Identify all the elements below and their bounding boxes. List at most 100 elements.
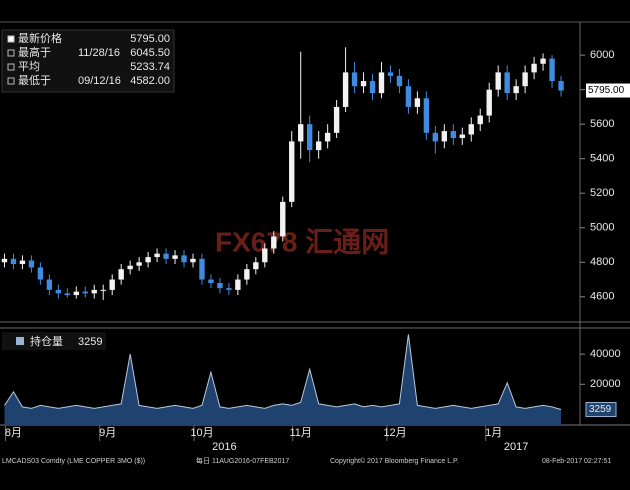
- legend-box: [1, 29, 175, 93]
- candle-body: [289, 141, 295, 202]
- legend-box: [2, 332, 106, 350]
- footer-text: LMCADS03 Comdty (LME COPPER 3MO ($)): [2, 458, 145, 465]
- candle-body: [459, 134, 465, 138]
- candle-body: [558, 81, 564, 91]
- candle-body: [181, 255, 187, 263]
- candle-body: [118, 269, 124, 280]
- candle-body: [396, 75, 403, 87]
- candle-body: [450, 131, 456, 138]
- y-tick-label: 20000: [590, 378, 621, 390]
- candle-body: [531, 63, 537, 73]
- footer-text: 08-Feb-2017 02:27:51: [542, 458, 611, 465]
- candle-body: [549, 58, 555, 82]
- x-tick-label: 1月: [485, 427, 502, 439]
- watermark: FX678 汇通网: [215, 226, 389, 257]
- legend-name: 持仓量: [30, 334, 63, 348]
- candle-body: [486, 89, 492, 116]
- candle-body: [423, 98, 430, 133]
- candle-body: [540, 58, 546, 64]
- candle-body: [306, 124, 313, 151]
- legend-swatch: [7, 49, 15, 57]
- legend-name: 最低于: [18, 74, 51, 87]
- candle-body: [432, 132, 439, 142]
- candle-body: [468, 124, 474, 135]
- candle-body: [333, 106, 340, 133]
- candle-body: [235, 279, 241, 290]
- legend-value: 4582.00: [130, 75, 170, 87]
- candle-body: [280, 201, 286, 237]
- candle-body: [163, 253, 169, 259]
- candle-body: [342, 72, 349, 107]
- candle-body: [145, 257, 151, 263]
- year-label: 2016: [212, 441, 236, 453]
- candle-body: [441, 131, 448, 142]
- legend-name: 平均: [18, 60, 40, 73]
- legend-value: 6045.50: [130, 47, 170, 59]
- year-label: 2017: [504, 441, 528, 453]
- y-tick-label: 4600: [590, 291, 614, 303]
- candle-body: [64, 293, 71, 296]
- legend-date: 09/12/16: [78, 75, 121, 87]
- candle-body: [477, 115, 483, 125]
- candle-body: [513, 86, 519, 94]
- candle-body: [271, 236, 277, 249]
- candle-body: [127, 265, 133, 270]
- candle-body: [154, 253, 160, 258]
- candle-body: [226, 288, 232, 290]
- x-tick-label: 12月: [383, 427, 406, 439]
- area-line: [4, 334, 562, 410]
- plot: 8月 9月 10月 11月 12月 1月 2016 2017 4600 4800 5000 5200 5…: [1, 47, 630, 453]
- candle-body: [244, 269, 250, 280]
- last-price-label: 5795.00: [588, 85, 625, 96]
- candle-body: [190, 258, 196, 263]
- y-tick-label: 4800: [590, 256, 614, 268]
- candle-body: [37, 267, 44, 280]
- candle-body: [315, 141, 322, 151]
- y-tick-label: 5000: [590, 222, 614, 234]
- y-tick-label: 40000: [590, 348, 621, 360]
- legend-date: 11/28/16: [78, 47, 120, 59]
- legend-value: 3259: [78, 336, 102, 348]
- candle-body: [208, 279, 214, 283]
- candle-body: [253, 262, 259, 270]
- candle-body: [55, 289, 62, 294]
- candle-body: [91, 289, 97, 294]
- candle-body: [495, 72, 501, 90]
- candle-body: [100, 289, 106, 291]
- candle-body: [46, 279, 53, 290]
- candle-body: [262, 248, 268, 263]
- candle-body: [298, 124, 304, 142]
- candle-body: [28, 260, 35, 268]
- candle-body: [522, 72, 528, 87]
- last-value-label: 3259: [589, 404, 612, 415]
- candle-body: [73, 291, 79, 296]
- area: [4, 334, 561, 425]
- candle-body: [172, 255, 178, 259]
- legend-name: 最新价格: [18, 31, 62, 45]
- candle-body: [504, 72, 510, 94]
- y-tick-label: 5200: [590, 187, 614, 199]
- last-price-box: [586, 83, 630, 98]
- legend-value: 5233.74: [130, 61, 170, 73]
- candle-body: [109, 279, 115, 290]
- candle-body: [82, 291, 88, 294]
- candle-body: [199, 258, 205, 280]
- x-tick-label: 11月: [289, 427, 311, 439]
- candle-body: [19, 260, 26, 265]
- candle-body: [217, 282, 223, 289]
- legend-swatch: [7, 77, 15, 85]
- candle-body: [369, 81, 376, 94]
- legend-value: 5795.00: [130, 33, 170, 45]
- y-tick-label: 5400: [590, 153, 614, 165]
- legend-swatch: [16, 337, 24, 345]
- last-value-box: [585, 402, 617, 418]
- footer-text: 每日 11AUG2016-07FEB2017: [196, 456, 289, 465]
- candle-body: [360, 81, 367, 87]
- x-tick-label: 10月: [190, 427, 213, 439]
- candle-body: [405, 86, 412, 107]
- candle-body: [378, 72, 385, 94]
- y-tick-label: 6000: [590, 49, 614, 61]
- x-tick-label: 8月: [5, 427, 22, 439]
- candle-body: [387, 72, 394, 76]
